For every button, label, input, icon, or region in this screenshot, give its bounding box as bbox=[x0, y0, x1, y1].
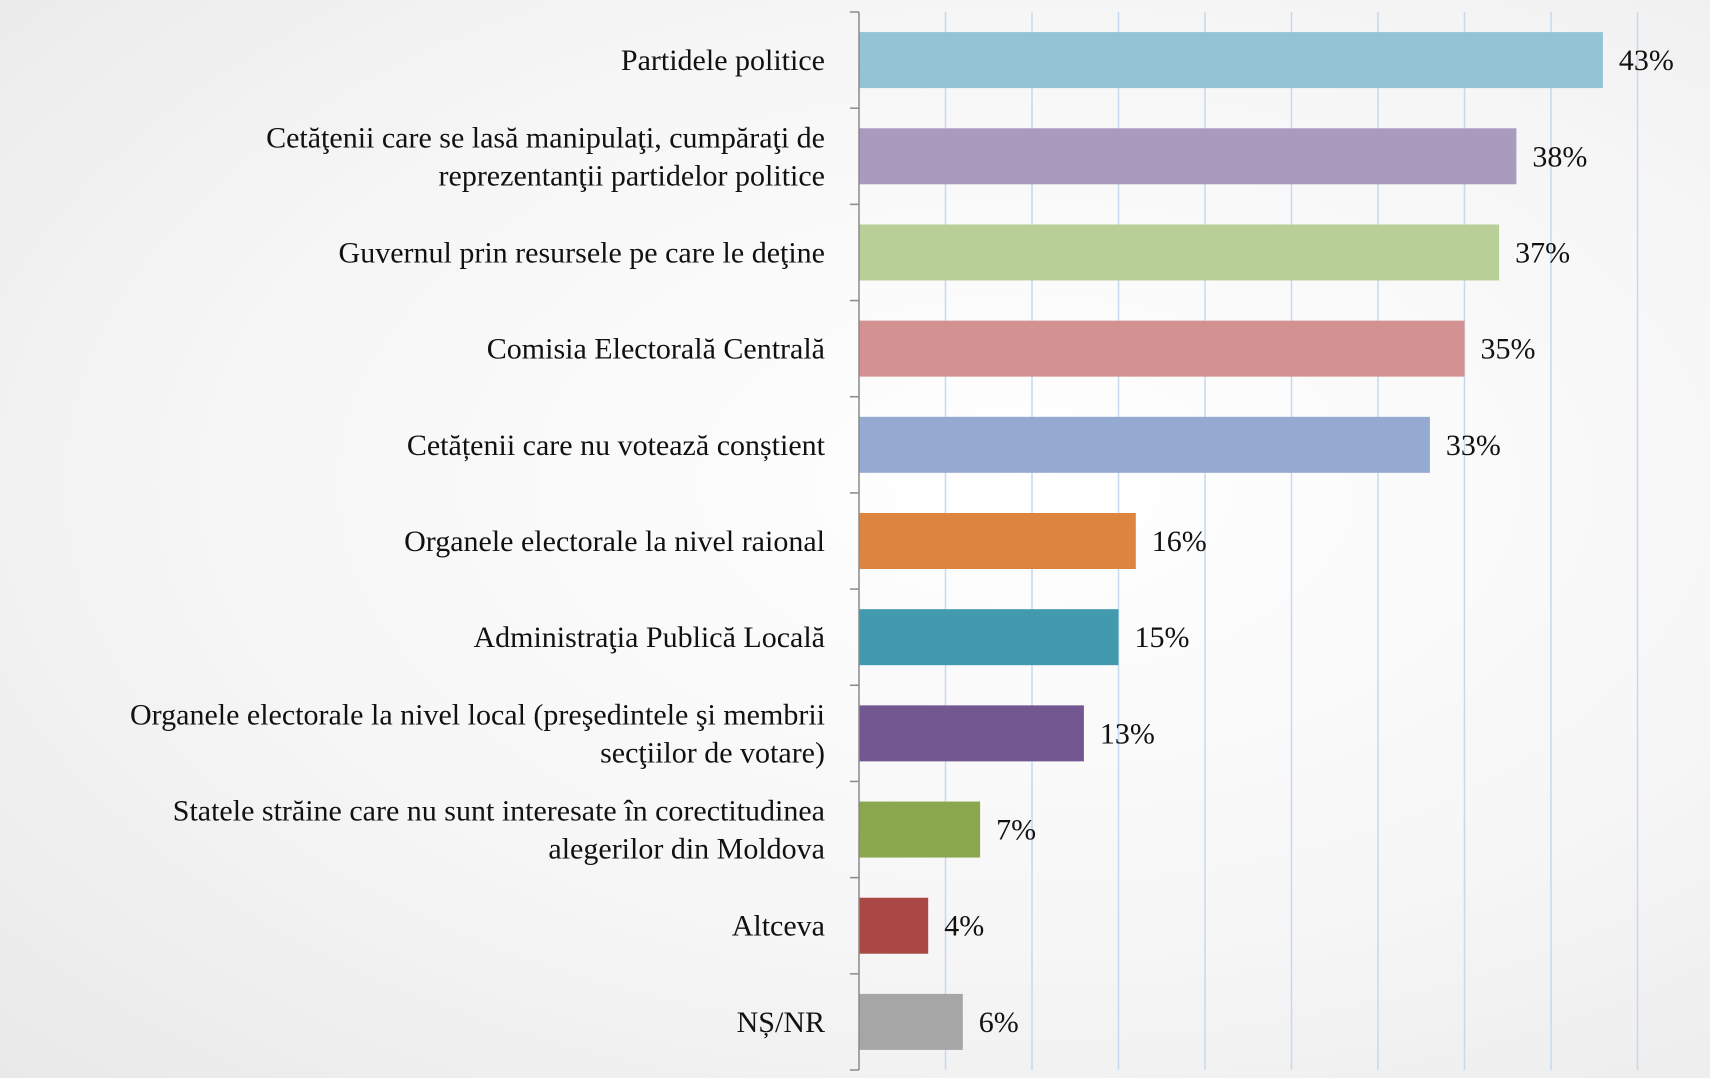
bar bbox=[859, 128, 1517, 185]
bar bbox=[859, 993, 963, 1050]
bar bbox=[859, 705, 1084, 762]
value-labels: 43% 38% 37% 35% 33% 16% 15% 13% 7% 4% 6% bbox=[944, 44, 1674, 1039]
bar bbox=[859, 416, 1430, 473]
category-label: Altceva bbox=[732, 910, 825, 943]
value-label: 13% bbox=[1100, 717, 1155, 750]
value-label: 38% bbox=[1532, 140, 1587, 173]
category-label: Comisia Electorală Centrală bbox=[487, 333, 825, 366]
category-label: Cetăţenii care se lasă manipulaţi, cumpă… bbox=[266, 121, 825, 192]
bar bbox=[859, 801, 981, 858]
category-label: Statele străine care nu sunt interesate … bbox=[173, 795, 825, 866]
category-label: Organele electorale la nivel local (preş… bbox=[130, 698, 825, 769]
category-label: Organele electorale la nivel raional bbox=[404, 525, 825, 558]
value-label: 4% bbox=[944, 910, 984, 943]
category-label: NȘ/NR bbox=[737, 1006, 825, 1039]
bar bbox=[859, 32, 1603, 89]
value-label: 35% bbox=[1481, 333, 1536, 366]
value-label: 16% bbox=[1152, 525, 1207, 558]
value-label: 6% bbox=[979, 1006, 1019, 1039]
bar bbox=[859, 513, 1136, 569]
category-axis bbox=[850, 11, 860, 1071]
category-label: Partidele politice bbox=[621, 44, 825, 77]
value-label: 7% bbox=[996, 814, 1036, 847]
category-label: Cetățenii care nu votează conștient bbox=[407, 429, 826, 462]
bar bbox=[859, 897, 929, 954]
bars bbox=[859, 32, 1603, 1050]
bar bbox=[859, 224, 1500, 281]
bar bbox=[859, 609, 1119, 666]
gridlines bbox=[944, 12, 1639, 1070]
category-label: Guvernul prin resursele pe care le deţin… bbox=[339, 236, 825, 269]
category-labels: Partidele politice Cetăţenii care se lasă… bbox=[130, 44, 826, 1039]
value-label: 15% bbox=[1135, 621, 1190, 654]
value-label: 33% bbox=[1446, 429, 1501, 462]
value-label: 43% bbox=[1619, 44, 1674, 77]
category-label: Administraţia Publică Locală bbox=[473, 621, 825, 654]
bar bbox=[859, 320, 1465, 377]
value-label: 37% bbox=[1515, 236, 1570, 269]
